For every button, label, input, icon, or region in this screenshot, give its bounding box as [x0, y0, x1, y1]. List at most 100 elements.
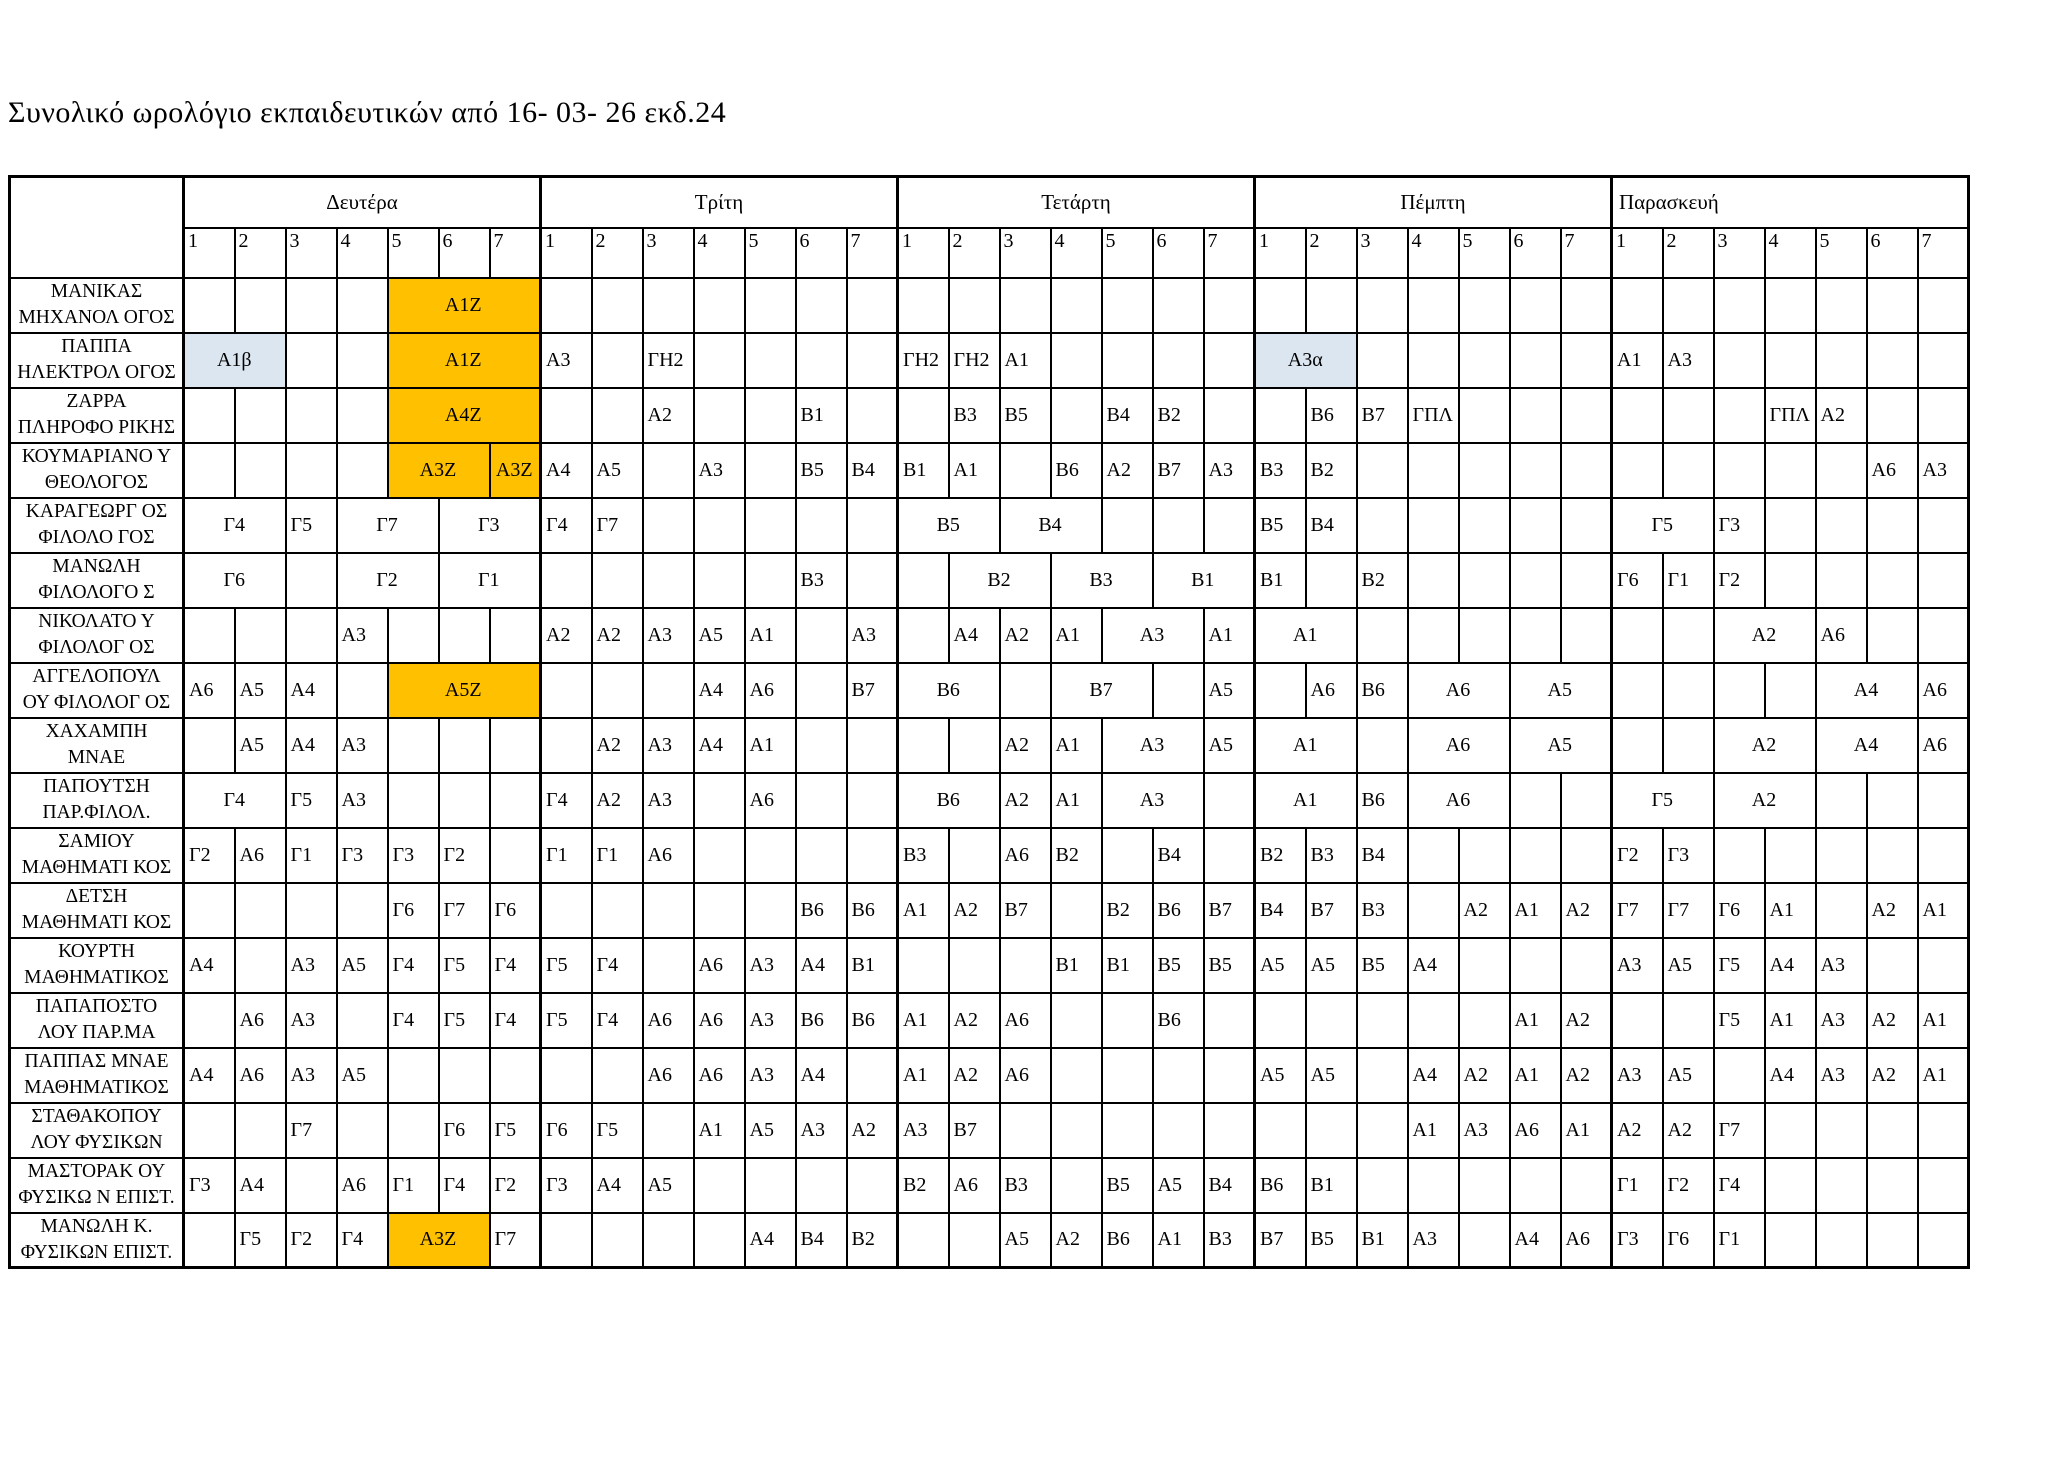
schedule-cell: Α3Ζ	[386, 441, 491, 499]
schedule-cell	[284, 331, 338, 389]
schedule-cell	[1916, 386, 1970, 444]
schedule-cell	[1406, 276, 1460, 334]
schedule-cell: Γ4	[182, 771, 287, 829]
schedule-cell	[488, 716, 542, 774]
teacher-name: ΚΟΥΡΤΗ ΜΑΘΗΜΑΤΙΚΟΣ	[8, 936, 185, 994]
schedule-cell: Β3	[947, 386, 1001, 444]
schedule-cell: Α1	[998, 331, 1052, 389]
schedule-cell: Β4	[1100, 386, 1154, 444]
schedule-cell	[1559, 826, 1613, 884]
schedule-cell: Γ5	[437, 991, 491, 1049]
schedule-cell: Α3	[845, 606, 899, 664]
schedule-cell	[896, 716, 950, 774]
schedule-cell: Α3	[1100, 716, 1205, 774]
period-number: 2	[1661, 226, 1715, 279]
schedule-cell: Α4	[1763, 1046, 1817, 1104]
schedule-cell	[437, 716, 491, 774]
schedule-cell: Α2	[1661, 1101, 1715, 1159]
corner-cell	[8, 175, 185, 279]
schedule-cell: Γ3	[437, 496, 542, 554]
schedule-cell: Α3	[1814, 991, 1868, 1049]
teacher-row: ΠΑΠΠΑ ΗΛΕΚΤΡΟΛ ΟΓΟΣ Α1β Α1Ζ Α3 ΓΗ2 ΓΗ2 ΓΗ2 Α1 Α3α…	[8, 331, 1970, 389]
schedule-cell: Α2	[1712, 716, 1817, 774]
teacher-name: ΚΟΥΜΑΡΙΑΝΟ Υ ΘΕΟΛΟΓΟΣ	[8, 441, 185, 499]
schedule-cell	[1916, 331, 1970, 389]
schedule-cell: Α1	[1559, 1101, 1613, 1159]
schedule-cell: Α4	[182, 1046, 236, 1104]
schedule-cell	[386, 716, 440, 774]
period-number: 6	[794, 226, 848, 279]
schedule-cell	[1916, 1156, 1970, 1214]
schedule-cell	[743, 551, 797, 609]
schedule-cell: Α6	[641, 1046, 695, 1104]
schedule-cell: Β2	[1304, 441, 1358, 499]
schedule-cell	[590, 1211, 644, 1269]
schedule-cell	[1661, 386, 1715, 444]
schedule-cell: Α6	[641, 826, 695, 884]
schedule-cell: Α3	[284, 991, 338, 1049]
schedule-cell: Β1	[1304, 1156, 1358, 1214]
schedule-cell: Γ4	[335, 1211, 389, 1269]
schedule-cell	[1508, 606, 1562, 664]
period-number: 7	[1202, 226, 1256, 279]
schedule-cell	[1712, 441, 1766, 499]
schedule-cell: Β2	[1253, 826, 1307, 884]
schedule-cell: Γ7	[335, 496, 440, 554]
schedule-cell	[1202, 991, 1256, 1049]
schedule-cell	[641, 441, 695, 499]
schedule-cell: Α2	[1865, 1046, 1919, 1104]
schedule-cell: Α6	[641, 991, 695, 1049]
schedule-cell: Γ7	[437, 881, 491, 939]
schedule-cell: Α3	[335, 771, 389, 829]
teacher-name: ΜΑΝΙΚΑΣ ΜΗΧΑΝΟΛ ΟΓΟΣ	[8, 276, 185, 334]
schedule-cell: Α3	[641, 716, 695, 774]
schedule-cell	[1508, 1156, 1562, 1214]
schedule-cell	[896, 936, 950, 994]
schedule-cell	[335, 661, 389, 719]
schedule-cell	[1865, 496, 1919, 554]
schedule-cell: ΓΠΛ	[1406, 386, 1460, 444]
schedule-cell: Α5	[335, 936, 389, 994]
schedule-cell: Γ7	[590, 496, 644, 554]
schedule-cell: Β4	[845, 441, 899, 499]
schedule-cell: Α5	[1202, 716, 1256, 774]
schedule-cell	[1406, 331, 1460, 389]
schedule-cell: Α1	[743, 716, 797, 774]
schedule-cell: Γ5	[1610, 496, 1715, 554]
schedule-cell: Β2	[1355, 551, 1409, 609]
schedule-cell: Α1	[1049, 716, 1103, 774]
schedule-cell: Β6	[1304, 386, 1358, 444]
schedule-cell	[641, 276, 695, 334]
schedule-cell: Β6	[794, 991, 848, 1049]
schedule-cell	[692, 826, 746, 884]
teacher-name: ΜΑΝΩΛΗ ΦΙΛΟΛΟΓΟ Σ	[8, 551, 185, 609]
schedule-cell	[1406, 441, 1460, 499]
schedule-cell	[1508, 276, 1562, 334]
schedule-cell	[998, 936, 1052, 994]
schedule-cell	[1457, 551, 1511, 609]
schedule-cell	[1916, 1101, 1970, 1159]
schedule-cell: Β6	[1100, 1211, 1154, 1269]
teacher-name: ΣΤΑΘΑΚΟΠΟΥ ΛΟΥ ΦΥΣΙΚΩΝ	[8, 1101, 185, 1159]
schedule-cell	[743, 331, 797, 389]
teacher-name: ΠΑΠΠΑ ΗΛΕΚΤΡΟΛ ΟΓΟΣ	[8, 331, 185, 389]
schedule-cell	[182, 1211, 236, 1269]
schedule-cell	[1661, 991, 1715, 1049]
schedule-cell: Β3	[1049, 551, 1154, 609]
schedule-cell: Β6	[845, 881, 899, 939]
schedule-cell: Α5Ζ	[386, 661, 542, 719]
period-number: 5	[743, 226, 797, 279]
period-number: 1	[896, 226, 950, 279]
schedule-cell: Β4	[1304, 496, 1358, 554]
schedule-cell: Β7	[1202, 881, 1256, 939]
schedule-cell	[335, 331, 389, 389]
schedule-cell	[1712, 1046, 1766, 1104]
period-number: 3	[1355, 226, 1409, 279]
schedule-cell	[284, 1156, 338, 1214]
schedule-cell	[1406, 606, 1460, 664]
schedule-cell: Α2	[1559, 1046, 1613, 1104]
schedule-cell: Β4	[1202, 1156, 1256, 1214]
schedule-cell	[1355, 991, 1409, 1049]
schedule-cell: Α1	[1253, 771, 1358, 829]
schedule-cell: Α4	[1763, 936, 1817, 994]
